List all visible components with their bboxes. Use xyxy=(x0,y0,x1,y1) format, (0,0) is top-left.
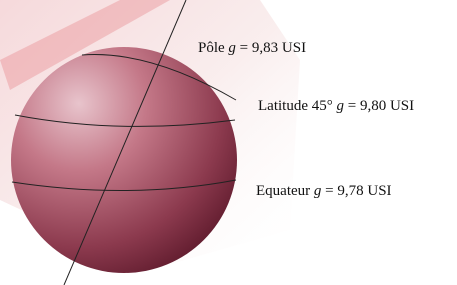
unit: USI xyxy=(367,183,391,199)
place: Pôle xyxy=(198,40,225,56)
relation: = xyxy=(240,40,248,56)
pole-label: Pôle g = 9,83 USI xyxy=(198,40,306,56)
place: Equateur xyxy=(256,183,310,199)
place: Latitude 45° xyxy=(258,98,333,114)
value: 9,83 xyxy=(252,40,278,56)
value: 9,80 xyxy=(360,98,386,114)
symbol: g xyxy=(228,40,236,56)
symbol: g xyxy=(314,183,322,199)
earth-sphere xyxy=(11,47,237,273)
value: 9,78 xyxy=(337,183,363,199)
relation: = xyxy=(325,183,333,199)
symbol: g xyxy=(336,98,344,114)
earth-gravity-diagram: Pôle g = 9,83 USI Latitude 45° g = 9,80 … xyxy=(0,0,457,285)
relation: = xyxy=(348,98,356,114)
latitude-label: Latitude 45° g = 9,80 USI xyxy=(258,98,414,114)
unit: USI xyxy=(390,98,414,114)
unit: USI xyxy=(282,40,306,56)
equator-label: Equateur g = 9,78 USI xyxy=(256,183,392,199)
page: Pôle g = 9,83 USI Latitude 45° g = 9,80 … xyxy=(0,0,457,285)
